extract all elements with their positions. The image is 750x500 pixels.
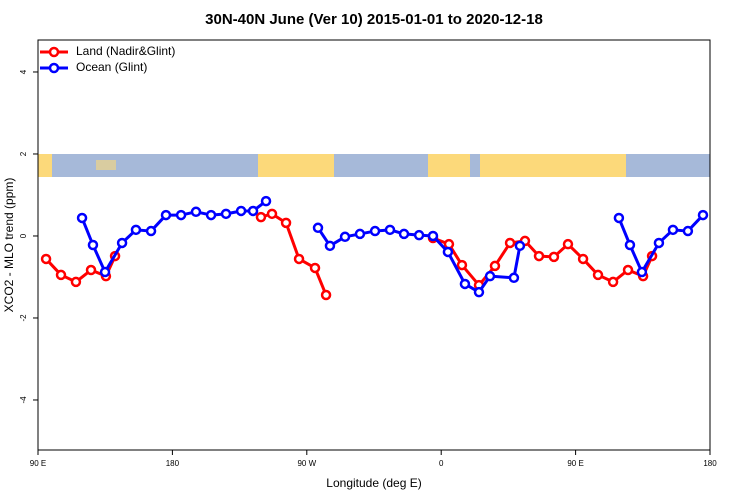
y-tick-label: 2 — [19, 151, 28, 156]
point — [592, 269, 604, 281]
point — [260, 195, 272, 207]
x-tick-label: 180 — [166, 459, 180, 468]
x-tick-label: 90 E — [567, 459, 583, 468]
point — [508, 272, 520, 284]
point — [99, 266, 111, 278]
point — [533, 250, 545, 262]
point — [160, 209, 172, 221]
chart-title: 30N-40N June (Ver 10) 2015-01-01 to 2020… — [205, 11, 543, 28]
map-strip — [38, 154, 710, 177]
y-tick-label: -2 — [19, 314, 28, 322]
legend-label: Land (Nadir&Glint) — [76, 44, 175, 58]
point — [266, 208, 278, 220]
y-tick-label: 4 — [19, 69, 28, 74]
point — [682, 225, 694, 237]
point — [87, 239, 99, 251]
point — [145, 225, 157, 237]
point — [369, 225, 381, 237]
point — [548, 251, 560, 263]
land-patch — [38, 154, 52, 177]
point — [489, 260, 501, 272]
land-patch — [258, 154, 334, 177]
point — [622, 264, 634, 276]
point — [320, 289, 332, 301]
y-axis-title: XCO2 - MLO trend (ppm) — [2, 178, 16, 313]
point — [70, 276, 82, 288]
point — [504, 237, 516, 249]
legend-marker — [48, 62, 60, 74]
plot-frame — [37, 39, 711, 451]
point — [175, 209, 187, 221]
point — [235, 205, 247, 217]
point — [384, 224, 396, 236]
point — [190, 206, 202, 218]
legend-marker — [48, 46, 60, 58]
point — [220, 208, 232, 220]
point — [55, 269, 67, 281]
point — [514, 240, 526, 252]
point — [130, 224, 142, 236]
point — [636, 266, 648, 278]
point — [205, 209, 217, 221]
point — [473, 286, 485, 298]
point — [653, 237, 665, 249]
point — [562, 238, 574, 250]
point — [280, 217, 292, 229]
point — [613, 212, 625, 224]
x-tick-label: 0 — [439, 459, 444, 468]
point — [607, 276, 619, 288]
land-patch — [428, 154, 470, 177]
x-axis-title: Longitude (deg E) — [326, 476, 421, 490]
point — [116, 237, 128, 249]
y-tick-label: -4 — [19, 396, 28, 404]
point — [312, 222, 324, 234]
point — [456, 259, 468, 271]
point — [247, 205, 259, 217]
point — [293, 253, 305, 265]
point — [398, 228, 410, 240]
x-tick-label: 90 W — [297, 459, 316, 468]
x-tick-label: 180 — [703, 459, 717, 468]
legend-label: Ocean (Glint) — [76, 60, 147, 74]
point — [354, 228, 366, 240]
point — [324, 240, 336, 252]
point — [339, 231, 351, 243]
point — [484, 270, 496, 282]
point — [577, 253, 589, 265]
point — [459, 278, 471, 290]
point — [255, 211, 267, 223]
point — [413, 229, 425, 241]
point — [427, 230, 439, 242]
point — [309, 262, 321, 274]
x-tick-label: 90 E — [30, 459, 46, 468]
point — [624, 239, 636, 251]
land-patch — [480, 154, 626, 177]
land-patch — [96, 160, 116, 170]
point — [667, 224, 679, 236]
point — [442, 246, 454, 258]
point — [40, 253, 52, 265]
point — [76, 212, 88, 224]
point — [697, 209, 709, 221]
point — [85, 264, 97, 276]
y-tick-label: 0 — [19, 233, 28, 238]
